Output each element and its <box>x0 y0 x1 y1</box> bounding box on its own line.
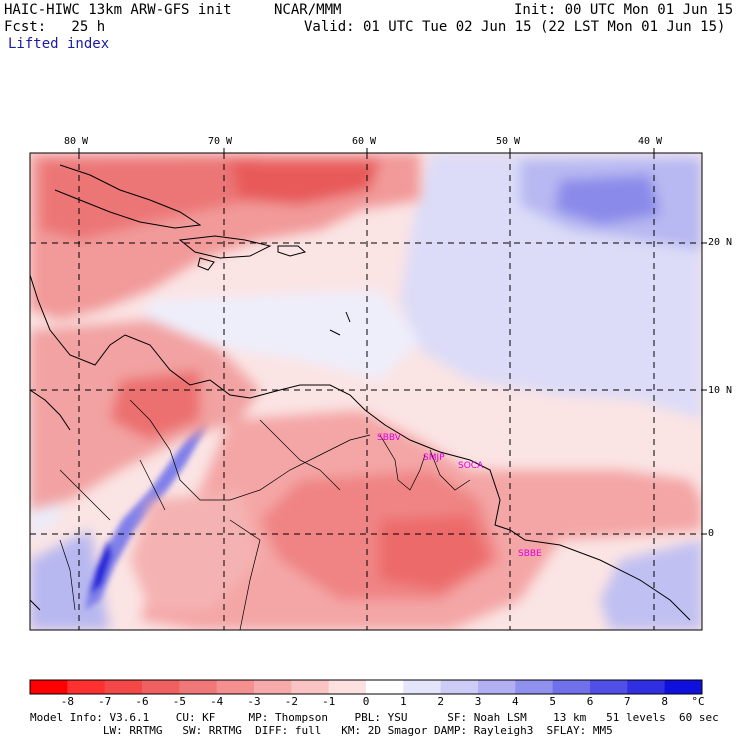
colorbar-swatch <box>291 680 330 694</box>
lon-label-60w: 60 W <box>352 136 377 147</box>
colorbar-tick-label: 4 <box>512 695 519 708</box>
model-info-line2: LW: RRTMG SW: RRTMG DIFF: full KM: 2D Sm… <box>30 724 613 737</box>
colorbar-swatch <box>590 680 628 694</box>
colorbar-tick-label: -5 <box>172 695 186 708</box>
colorbar-swatch <box>254 680 292 694</box>
colorbar-swatch <box>30 680 68 694</box>
colorbar-swatch <box>552 680 591 694</box>
colorbar-tick-label: -2 <box>284 695 298 708</box>
forecast-hour: Fcst: 25 h <box>4 19 106 35</box>
station-soca: SOCA <box>458 461 484 471</box>
colorbar-swatch <box>104 680 143 694</box>
colorbar-swatch <box>142 680 180 694</box>
colorbar-tick-label: 0 <box>362 695 370 708</box>
lat-label-10n: 10 N <box>708 385 733 396</box>
colorbar-unit: °C <box>691 695 705 708</box>
valid-time: Valid: 01 UTC Tue 02 Jun 15 (22 LST Mon … <box>304 19 726 35</box>
colorbar-tick-label: 8 <box>661 695 668 708</box>
colorbar-tick-label: 1 <box>400 695 407 708</box>
colorbar-tick-label: 3 <box>474 695 482 708</box>
station-labels: SBBV SMJP SOCA SBBE <box>377 433 542 559</box>
colorbar-swatch <box>440 680 479 694</box>
colorbar-tick-label: -8 <box>60 695 74 708</box>
lat-label-eq: 0 <box>708 528 715 539</box>
colorbar-tick-label: 6 <box>586 695 594 708</box>
station-sbbv: SBBV <box>377 433 402 443</box>
lon-label-80w: 80 W <box>64 136 89 147</box>
colorbar-swatch <box>515 680 554 694</box>
colorbar-swatch <box>216 680 255 694</box>
axis-ticks <box>78 148 707 535</box>
colorbar-swatch <box>366 680 404 694</box>
colorbar-swatch <box>67 680 106 694</box>
colorbar-swatch <box>478 680 516 694</box>
colorbar-tick-label: 7 <box>624 695 631 708</box>
colorbar-swatch <box>328 680 367 694</box>
colorbar-tick-label: 2 <box>437 695 444 708</box>
lifted-index-field <box>30 153 702 630</box>
colorbar-swatch <box>664 680 703 694</box>
colorbar-frame <box>29 679 703 695</box>
country-borders <box>59 399 471 630</box>
lon-label-40w: 40 W <box>638 136 663 147</box>
lat-lon-grid <box>30 153 702 630</box>
lat-label-20n: 20 N <box>708 237 733 248</box>
stable-region <box>30 153 702 630</box>
colorbar-swatch <box>627 680 666 694</box>
colorbar-tick-label: -1 <box>322 695 336 708</box>
station-smjp: SMJP <box>423 453 445 463</box>
map-frame <box>29 152 703 631</box>
colorbar <box>29 679 703 695</box>
organization: NCAR/MMM <box>274 2 342 18</box>
lon-label-70w: 70 W <box>208 136 233 147</box>
colorbar-tick-label: -3 <box>247 695 261 708</box>
station-sbbe: SBBE <box>518 549 542 559</box>
init-time: Init: 00 UTC Mon 01 Jun 15 <box>514 2 734 18</box>
colorbar-swatch <box>179 680 218 694</box>
colorbar-swatch <box>403 680 442 694</box>
colorbar-tick-label: -7 <box>98 695 112 708</box>
model-info-line1: Model Info: V3.6.1 CU: KF MP: Thompson P… <box>30 711 719 724</box>
colorbar-tick-label: -6 <box>135 695 149 708</box>
lon-label-50w: 50 W <box>496 136 521 147</box>
colorbar-tick-label: 5 <box>549 695 556 708</box>
field-name: Lifted index <box>8 36 110 52</box>
colorbar-tick-label: -4 <box>210 695 224 708</box>
model-title: HAIC-HIWC 13km ARW-GFS init <box>4 2 232 18</box>
